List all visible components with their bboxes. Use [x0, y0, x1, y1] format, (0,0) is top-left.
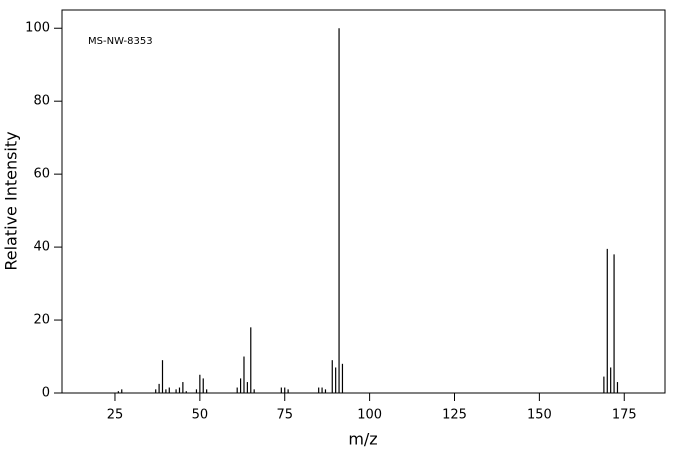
- plot-frame: [61, 9, 666, 394]
- y-axis-label: Relative Intensity: [2, 131, 21, 270]
- x-tick-label: 125: [442, 408, 467, 423]
- x-tick-label: 75: [276, 408, 293, 423]
- x-axis-label: m/z: [348, 430, 377, 449]
- y-tick-label: 80: [33, 94, 50, 109]
- y-tick-label: 40: [33, 240, 50, 255]
- x-tick-label: 25: [107, 408, 124, 423]
- x-tick-label: 100: [357, 408, 382, 423]
- y-tick-label: 20: [33, 313, 50, 328]
- y-tick-label: 0: [42, 386, 50, 401]
- x-tick-label: 50: [192, 408, 209, 423]
- annotation: MS-NW-8353: [88, 36, 153, 47]
- y-tick-label: 60: [33, 167, 50, 182]
- y-tick-label: 100: [25, 21, 50, 36]
- x-tick-label: 150: [527, 408, 552, 423]
- x-tick-label: 175: [612, 408, 637, 423]
